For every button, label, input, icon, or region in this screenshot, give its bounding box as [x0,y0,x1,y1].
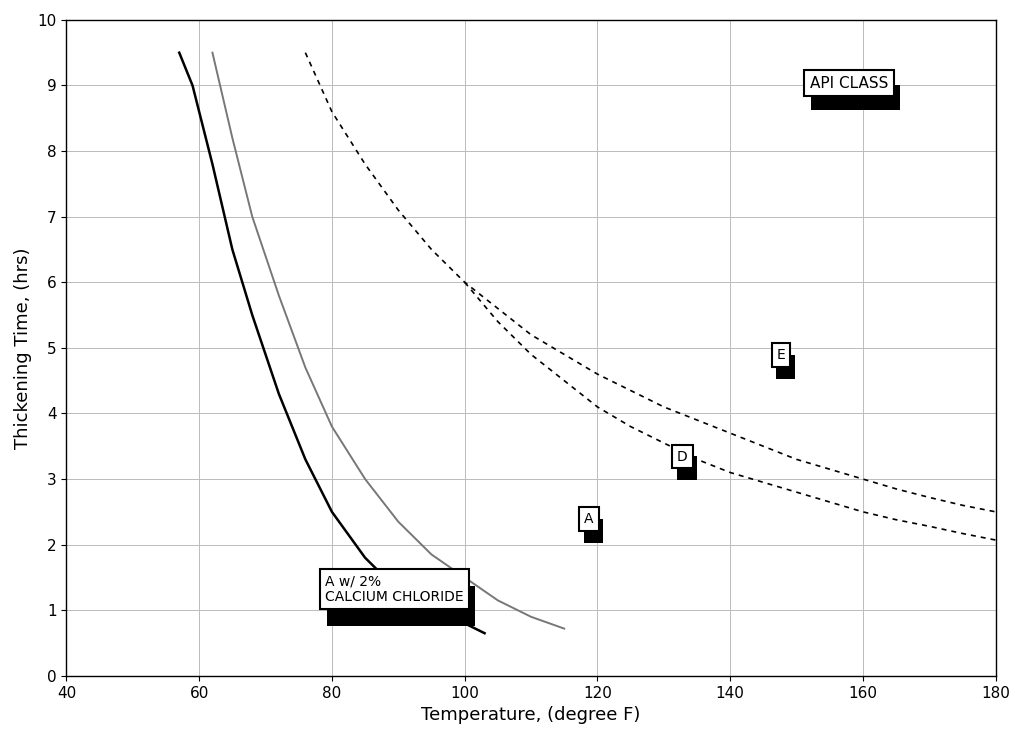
Text: A w/ 2%
CALCIUM CHLORIDE: A w/ 2% CALCIUM CHLORIDE [326,574,464,604]
Text: A: A [589,524,598,538]
Text: API CLASS: API CLASS [816,90,895,105]
Text: A: A [584,512,594,526]
Text: E: E [781,359,791,373]
Text: E: E [776,348,785,362]
Text: API CLASS: API CLASS [810,75,888,91]
X-axis label: Temperature, (degree F): Temperature, (degree F) [421,706,641,724]
Text: D: D [677,449,688,463]
Text: D: D [682,461,692,475]
Y-axis label: Thickening Time, (hrs): Thickening Time, (hrs) [14,247,32,449]
Text: A w/ 2%
CALCIUM CHLORIDE: A w/ 2% CALCIUM CHLORIDE [332,590,471,621]
